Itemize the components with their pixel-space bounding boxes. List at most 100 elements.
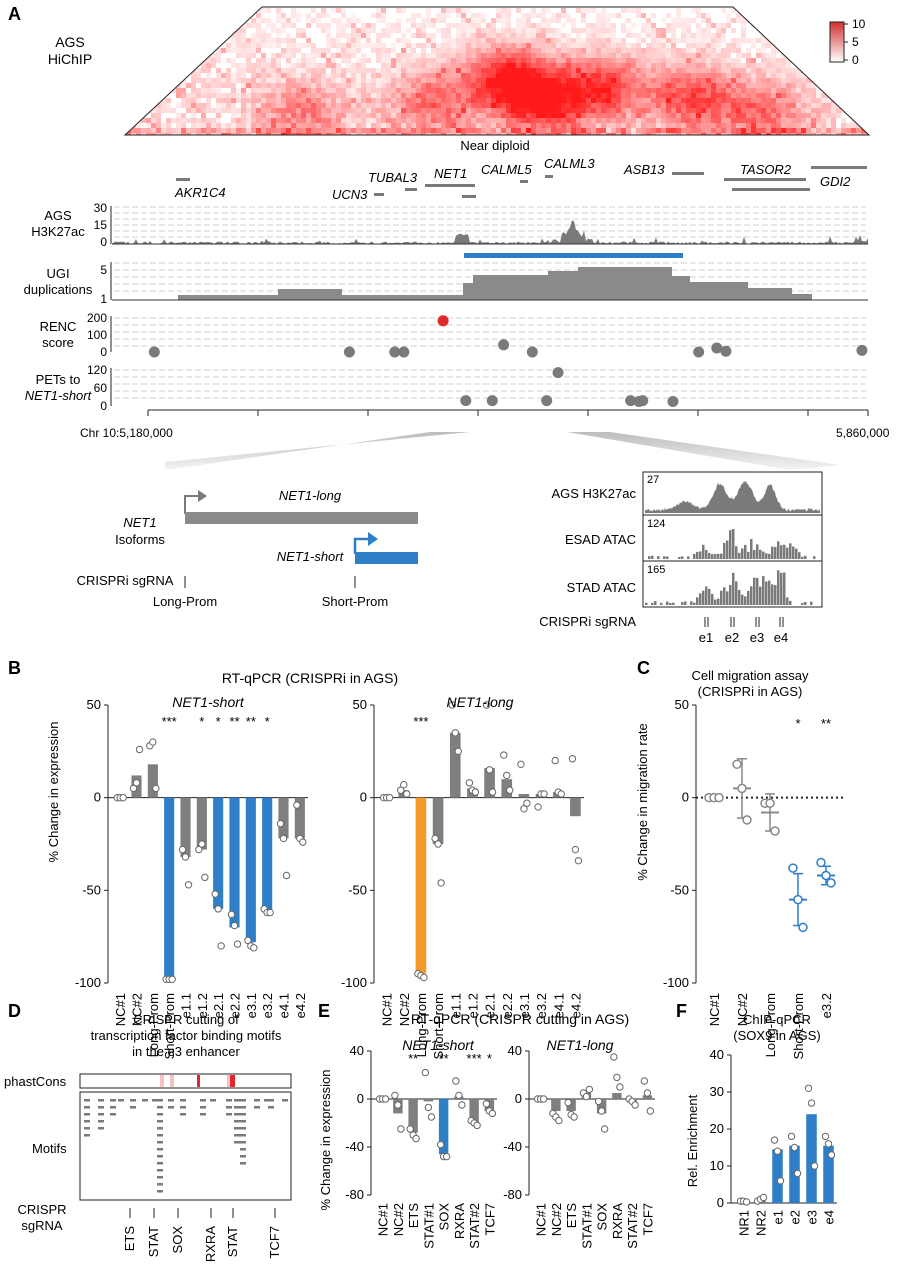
heat-cell [551, 73, 556, 78]
zoom-track-max-1: 27 [647, 474, 659, 486]
heat-cell [406, 68, 411, 73]
heat-cell [696, 43, 701, 48]
heat-cell [316, 133, 321, 135]
heat-cell [506, 8, 511, 13]
heat-cell [756, 128, 761, 133]
heat-cell [241, 123, 246, 128]
heat-cell [216, 38, 221, 43]
heat-cell [606, 63, 611, 68]
heat-cell [531, 23, 536, 28]
heat-cell [591, 98, 596, 103]
heat-cell [476, 68, 481, 73]
track-label-h3k27ac-1: AGS [44, 208, 72, 223]
heat-cell [731, 48, 736, 53]
heat-cell [621, 103, 626, 108]
heat-cell [136, 108, 141, 113]
y-tick-label: 0 [682, 790, 689, 805]
heat-cell [811, 108, 816, 113]
heat-cell [806, 43, 811, 48]
heat-cell [556, 113, 561, 118]
zoom-bar [756, 577, 759, 605]
category-label: RXRA [452, 1203, 467, 1239]
heat-cell [856, 108, 861, 113]
heat-cell [186, 128, 191, 133]
heat-cell [741, 123, 746, 128]
heat-cell [841, 88, 846, 93]
heat-cell [696, 118, 701, 123]
heat-cell [461, 53, 466, 58]
heat-cell [481, 43, 486, 48]
heat-cell [781, 63, 786, 68]
heat-cell [266, 128, 271, 133]
heat-cell [141, 103, 146, 108]
motif-mark [98, 1127, 104, 1130]
renc-tick-0: 0 [100, 345, 107, 359]
heat-cell [831, 133, 836, 135]
heat-cell [521, 93, 526, 98]
heat-cell [381, 48, 386, 53]
heat-cell [381, 43, 386, 48]
heat-cell [606, 128, 611, 133]
heat-cell [286, 53, 291, 58]
heat-cell [796, 83, 801, 88]
heat-cell [581, 13, 586, 18]
heat-cell [811, 98, 816, 103]
heat-cell [201, 63, 206, 68]
heat-cell [781, 38, 786, 43]
category-label: NC#1 [534, 1203, 549, 1236]
heat-cell [626, 18, 631, 23]
heat-cell [426, 13, 431, 18]
heat-cell [336, 8, 341, 13]
heat-cell [531, 63, 536, 68]
heat-cell [446, 83, 451, 88]
heat-cell [806, 63, 811, 68]
heat-cell [811, 13, 816, 18]
heat-cell [331, 38, 336, 43]
heat-cell [341, 58, 346, 63]
heat-cell [721, 128, 726, 133]
heat-cell [206, 58, 211, 63]
heat-cell [506, 128, 511, 133]
heat-cell [596, 58, 601, 63]
heat-cell [246, 48, 251, 53]
heat-cell [446, 48, 451, 53]
heat-cell [206, 28, 211, 33]
heat-cell [736, 58, 741, 63]
heat-cell [381, 93, 386, 98]
heat-cell [261, 53, 266, 58]
heat-cell [151, 53, 156, 58]
heat-cell [781, 123, 786, 128]
heat-cell [556, 33, 561, 38]
heat-cell [271, 93, 276, 98]
category-label: ETS [564, 1203, 579, 1229]
heat-cell [721, 83, 726, 88]
heat-cell [806, 103, 811, 108]
heat-cell [681, 68, 686, 73]
heat-cell [541, 48, 546, 53]
heat-cell [506, 28, 511, 33]
heat-cell [351, 108, 356, 113]
heat-cell [456, 23, 461, 28]
heat-cell [141, 68, 146, 73]
replicate-point [230, 921, 239, 930]
category-label: e2.1 [483, 993, 498, 1018]
heat-cell [131, 78, 136, 83]
heat-cell [301, 118, 306, 123]
heat-cell [236, 28, 241, 33]
heat-cell [781, 43, 786, 48]
heat-cell [696, 78, 701, 83]
heat-cell [271, 63, 276, 68]
heat-cell [691, 58, 696, 63]
heat-cell [406, 43, 411, 48]
heat-cell [126, 133, 131, 135]
zoom-bar [708, 552, 711, 559]
heat-cell [426, 38, 431, 43]
heat-cell [596, 83, 601, 88]
heat-cell [821, 118, 826, 123]
heat-cell [791, 123, 796, 128]
heat-cell [656, 43, 661, 48]
heat-cell [761, 8, 766, 13]
heat-cell [376, 83, 381, 88]
heat-cell [686, 123, 691, 128]
heat-cell [401, 68, 406, 73]
